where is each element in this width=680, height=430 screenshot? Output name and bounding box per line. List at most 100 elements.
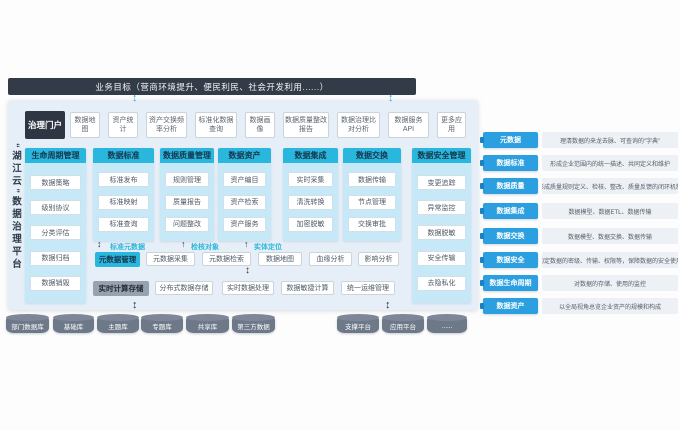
column-body: 数据传输 节点管理 交换审批 — [343, 163, 401, 241]
portal-item: 数据治理比对分析 — [337, 112, 380, 138]
portal-item: 资产交换频率分析 — [146, 112, 187, 138]
module-item: 资产服务 — [223, 216, 266, 232]
platform-cylinder: 支撑平台 — [337, 314, 379, 333]
legend-label: 数据安全 — [480, 252, 538, 268]
database-cylinder: 专题库 — [141, 314, 183, 333]
connector-updown-arrow: ↕ — [388, 92, 394, 104]
column-body: 数据策略 级别协议 分类评估 数据归档 数据销毁 — [25, 163, 86, 303]
legend-desc: 理清数据的来龙去脉、可查询的“字典” — [542, 132, 678, 148]
compute-item: 数据敏捷计算 — [281, 281, 334, 295]
metadata-management-label: 元数据管理 — [95, 252, 140, 267]
module-item: 去隐私化 — [417, 275, 466, 291]
flow-updown-arrow: ↕ — [97, 239, 102, 249]
module-item: 级别协议 — [30, 200, 81, 216]
legend-desc: 形成企业范围内的统一描述、共同定义和维护 — [542, 155, 678, 171]
module-item: 问题整改 — [165, 216, 209, 232]
metadata-item: 元数据采集 — [146, 252, 195, 266]
connector-updown-arrow: ↕ — [132, 92, 138, 104]
module-item: 质量报告 — [165, 194, 209, 210]
database-cylinder: 共享库 — [186, 314, 229, 333]
portal-item: 更多应用 — [437, 112, 466, 138]
platform-vertical-title: “湖江云”数据治理平台 — [10, 143, 21, 271]
connector-updown-arrow: ↕ — [385, 299, 391, 311]
column-body: 标准发布 标准映射 标准查询 — [93, 163, 154, 241]
column-data-quality: 数据质量管理 规则管理 质量报告 问题整改 — [160, 148, 214, 241]
module-item: 节点管理 — [348, 194, 396, 210]
module-item: 数据策略 — [30, 175, 81, 191]
legend-desc: 数据模型、数据交换、数据传输 — [542, 228, 678, 244]
flow-up-arrow: ↑ — [244, 239, 249, 249]
module-item: 清洗转换 — [288, 194, 333, 210]
module-item: 标准查询 — [98, 216, 149, 232]
column-header: 数据资产 — [218, 148, 271, 163]
column-header: 数据集成 — [283, 148, 338, 163]
flow-label: 标准元数据 — [110, 244, 145, 251]
database-cylinder: 部门数据库 — [6, 314, 49, 333]
column-body: 规则管理 质量报告 问题整改 — [160, 163, 214, 241]
flow-label: 检核对象 — [191, 244, 219, 251]
column-body: 变更追踪 异常监控 数据脱敏 安全传输 去隐私化 — [412, 163, 471, 303]
legend-label: 数据标准 — [480, 155, 538, 171]
portal-item: 标准化数据查询 — [195, 112, 237, 138]
portal-item: 数据质量整改报告 — [283, 112, 329, 138]
module-item: 实时采集 — [288, 172, 333, 188]
legend-desc: 形成质量规则定义、检核、整改、质量反馈的闭环机制 — [542, 178, 678, 194]
column-data-security: 数据安全管理 变更追踪 异常监控 数据脱敏 安全传输 去隐私化 — [412, 148, 471, 303]
module-item: 加密脱敏 — [288, 216, 333, 232]
legend-label: 数据集成 — [480, 203, 538, 219]
module-item: 规则管理 — [165, 172, 209, 188]
column-header: 生命周期管理 — [25, 148, 86, 163]
platform-cylinder: 应用平台 — [382, 314, 424, 333]
module-item: 异常监控 — [417, 200, 466, 216]
portal-item: 资产统计 — [108, 112, 138, 138]
module-item: 资产编目 — [223, 172, 266, 188]
legend-label: 数据生命周期 — [480, 275, 538, 291]
portal-item: 数据服务API — [388, 112, 429, 138]
metadata-item: 影响分析 — [358, 252, 399, 266]
column-body: 资产编目 资产检索 资产服务 — [218, 163, 271, 241]
database-cylinder: 主题库 — [97, 314, 139, 333]
module-item: 数据传输 — [348, 172, 396, 188]
column-data-exchange: 数据交换 数据传输 节点管理 交换审批 — [343, 148, 401, 241]
platform-cylinder: ...... — [427, 314, 467, 333]
legend-label: 数据质量 — [480, 178, 538, 194]
module-item: 分类评估 — [30, 225, 81, 241]
module-item: 交换审批 — [348, 216, 396, 232]
legend-desc: 约定数据的密级、传输、权限等，保障数据的安全使用 — [542, 252, 678, 268]
column-data-standard: 数据标准 标准发布 标准映射 标准查询 — [93, 148, 154, 241]
module-item: 数据归档 — [30, 250, 81, 266]
column-header: 数据交换 — [343, 148, 401, 163]
module-item: 资产检索 — [223, 194, 266, 210]
column-header: 数据质量管理 — [160, 148, 214, 163]
column-lifecycle: 生命周期管理 数据策略 级别协议 分类评估 数据归档 数据销毁 — [25, 148, 86, 303]
column-data-integration: 数据集成 实时采集 清洗转换 加密脱敏 — [283, 148, 338, 241]
module-item: 标准发布 — [98, 172, 149, 188]
module-item: 安全传输 — [417, 250, 466, 266]
compute-item: 统一运维管理 — [341, 281, 395, 295]
governance-portal-label: 治理门户 — [25, 111, 65, 139]
legend-desc: 数据模型、数据ETL、数据传输 — [542, 203, 678, 219]
compute-item: 实时数据处理 — [222, 281, 274, 295]
database-cylinder: 第三方数据 — [232, 314, 275, 333]
module-item: 标准映射 — [98, 194, 149, 210]
module-item: 变更追踪 — [417, 175, 466, 191]
flow-up-arrow: ↑ — [181, 239, 186, 249]
database-cylinder: 基础库 — [53, 314, 94, 333]
column-body: 实时采集 清洗转换 加密脱敏 — [283, 163, 338, 241]
legend-label: 元数据 — [480, 132, 538, 148]
portal-item: 数据地图 — [70, 112, 100, 138]
legend-desc: 对数据的存储、使用的监控 — [542, 275, 678, 291]
legend-label: 数据交换 — [480, 228, 538, 244]
compute-item: 分布式数据存储 — [155, 281, 213, 295]
business-goal-banner: 业务目标（营商环境提升、便民利民、社会开发利用......） — [8, 78, 416, 95]
connector-updown-arrow: ↕ — [132, 299, 138, 311]
flow-label: 实体定位 — [254, 244, 282, 251]
column-header: 数据标准 — [93, 148, 154, 163]
module-item: 数据脱敏 — [417, 225, 466, 241]
portal-item: 数据画像 — [245, 112, 275, 138]
metadata-item: 血缘分析 — [309, 252, 352, 266]
legend-desc: 以全局视角总览企业资产的规模和构成 — [542, 298, 678, 314]
flow-updown-arrow: ↕ — [245, 265, 250, 276]
metadata-item: 数据地图 — [258, 252, 302, 266]
module-item: 数据销毁 — [30, 275, 81, 291]
